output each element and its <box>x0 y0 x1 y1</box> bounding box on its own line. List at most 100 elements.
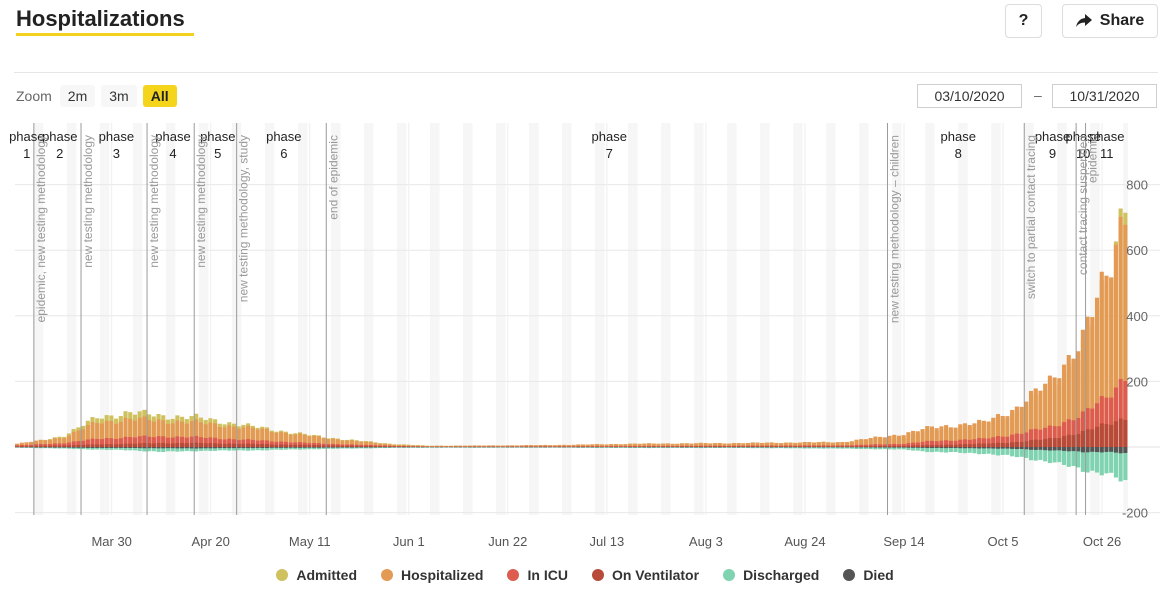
bar-died <box>246 447 251 449</box>
bar-in-icu <box>934 441 939 447</box>
bar-on-ventilator <box>401 446 406 447</box>
bar-in-icu <box>604 446 609 447</box>
annotation-label: epidemic <box>1086 135 1100 183</box>
legend-item-hospitalized[interactable]: Hospitalized <box>381 567 483 583</box>
bar-died <box>920 447 925 448</box>
bar-on-ventilator <box>48 445 53 447</box>
bar-hospitalized <box>147 420 152 447</box>
bar-discharged <box>1024 447 1029 458</box>
legend-item-admitted[interactable]: Admitted <box>276 567 357 583</box>
bar-in-icu <box>1109 397 1114 447</box>
y-tick-label: 800 <box>1126 178 1148 193</box>
phase-label: phase <box>1035 129 1070 144</box>
bar-on-ventilator <box>24 446 29 447</box>
bar-on-ventilator <box>156 442 161 447</box>
bar-died <box>1109 447 1114 452</box>
legend-item-in-icu[interactable]: In ICU <box>507 567 568 583</box>
bar-discharged <box>845 447 850 449</box>
bar-in-icu <box>307 443 312 447</box>
bar-on-ventilator <box>118 444 123 447</box>
zoom-3m-button[interactable]: 3m <box>101 85 137 107</box>
bar-on-ventilator <box>920 445 925 447</box>
bar-hospitalized <box>142 416 147 447</box>
bar-on-ventilator <box>764 446 769 447</box>
bar-in-icu <box>995 436 1001 447</box>
bar-on-ventilator <box>896 445 902 447</box>
bar-on-ventilator <box>1033 439 1038 447</box>
phase-number: 11 <box>1100 146 1114 161</box>
legend-item-on-ventilator[interactable]: On Ventilator <box>591 567 699 583</box>
bar-hospitalized <box>962 423 968 447</box>
bar-hospitalized <box>363 441 369 447</box>
x-tick-label: Aug 3 <box>689 534 723 549</box>
bar-hospitalized <box>698 442 703 447</box>
bar-hospitalized <box>66 435 71 447</box>
bar-in-icu <box>222 439 227 447</box>
bar-died <box>981 447 986 449</box>
bar-died <box>1052 447 1057 451</box>
bar-hospitalized <box>741 443 746 447</box>
bar-on-ventilator <box>85 444 90 447</box>
bar-in-icu <box>863 444 869 447</box>
bar-discharged <box>246 447 251 451</box>
weekend-band <box>958 123 963 515</box>
bar-discharged <box>779 447 784 449</box>
bar-died <box>151 447 156 449</box>
bar-in-icu <box>24 444 29 447</box>
annotation-label: new testing methodology <box>81 135 95 268</box>
bar-in-icu <box>1024 432 1029 447</box>
bar-on-ventilator <box>71 444 76 447</box>
bar-hospitalized <box>878 436 883 447</box>
date-from-input[interactable]: 03/10/2020 <box>917 84 1022 108</box>
bar-discharged <box>231 447 237 451</box>
bar-hospitalized <box>354 440 359 447</box>
x-tick-label: Mar 30 <box>91 534 131 549</box>
share-button[interactable]: Share <box>1062 4 1158 38</box>
bar-in-icu <box>175 436 180 447</box>
annotation-label: new testing methodology – children <box>887 135 901 323</box>
bar-in-icu <box>628 445 633 447</box>
weekend-band <box>368 123 374 515</box>
bar-hospitalized <box>118 421 123 447</box>
bar-discharged <box>760 447 765 449</box>
zoom-2m-button[interactable]: 2m <box>59 85 96 107</box>
bar-in-icu <box>920 441 925 447</box>
bar-hospitalized <box>458 445 463 447</box>
bar-discharged <box>599 447 604 448</box>
bar-hospitalized <box>642 443 647 447</box>
weekend-band <box>1024 123 1029 515</box>
bar-in-icu <box>1000 436 1005 447</box>
bar-discharged <box>411 447 416 448</box>
bar-hospitalized <box>802 441 807 447</box>
y-tick-label: 200 <box>1126 374 1148 389</box>
bar-died <box>264 447 270 449</box>
bar-died <box>873 447 878 448</box>
bar-hospitalized <box>618 444 623 447</box>
bar-hospitalized <box>986 421 991 447</box>
legend-item-discharged[interactable]: Discharged <box>723 567 819 583</box>
weekend-band <box>496 123 501 515</box>
zoom-all-button[interactable]: All <box>142 85 177 107</box>
bar-in-icu <box>571 446 576 447</box>
bar-hospitalized <box>604 444 609 447</box>
bar-in-icu <box>312 442 317 447</box>
bar-in-icu <box>849 445 854 447</box>
bar-hospitalized <box>745 443 751 447</box>
bar-died <box>1010 447 1015 449</box>
bar-hospitalized <box>283 432 288 447</box>
legend-item-died[interactable]: Died <box>843 567 894 583</box>
x-tick-label: Jun 22 <box>488 534 527 549</box>
bar-in-icu <box>896 444 902 447</box>
bar-on-ventilator <box>297 444 303 447</box>
bar-on-ventilator <box>109 444 114 447</box>
bar-died <box>1076 447 1081 452</box>
bar-discharged <box>1109 447 1114 473</box>
bar-discharged <box>312 447 317 450</box>
bar-on-ventilator <box>137 443 142 447</box>
bar-on-ventilator <box>288 444 293 447</box>
bar-hospitalized <box>1000 415 1005 447</box>
help-button[interactable]: ? <box>1005 4 1042 38</box>
bar-hospitalized <box>246 425 251 447</box>
date-to-input[interactable]: 10/31/2020 <box>1052 84 1157 108</box>
bar-hospitalized <box>1113 244 1118 447</box>
